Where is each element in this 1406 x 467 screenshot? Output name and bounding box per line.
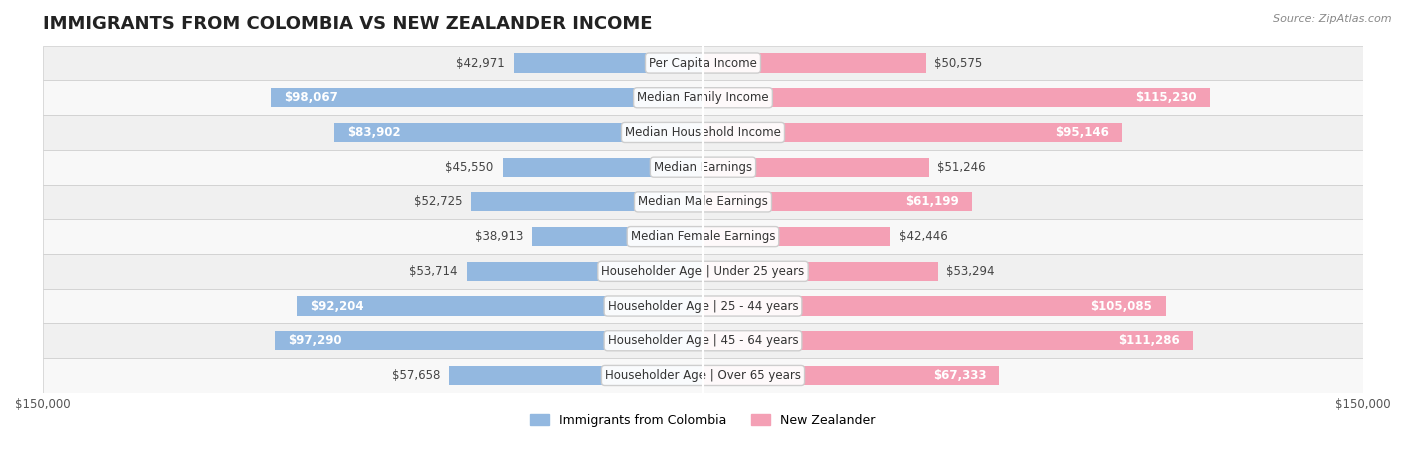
Bar [274, 331, 703, 350]
Text: $38,913: $38,913 [475, 230, 523, 243]
Text: Source: ZipAtlas.com: Source: ZipAtlas.com [1274, 14, 1392, 24]
Text: $111,286: $111,286 [1118, 334, 1180, 347]
Text: $53,714: $53,714 [409, 265, 458, 278]
Text: Median Female Earnings: Median Female Earnings [631, 230, 775, 243]
Bar [703, 88, 1211, 107]
Bar [703, 54, 925, 72]
FancyBboxPatch shape [42, 150, 1364, 184]
Bar [467, 262, 703, 281]
Text: $67,333: $67,333 [932, 369, 986, 382]
Text: Median Household Income: Median Household Income [626, 126, 780, 139]
Text: $115,230: $115,230 [1135, 91, 1197, 104]
Text: Householder Age | 45 - 64 years: Householder Age | 45 - 64 years [607, 334, 799, 347]
Text: $51,246: $51,246 [938, 161, 986, 174]
Bar [703, 158, 928, 177]
FancyBboxPatch shape [42, 115, 1364, 150]
FancyBboxPatch shape [42, 254, 1364, 289]
Bar [297, 297, 703, 316]
Bar [513, 54, 703, 72]
Bar [502, 158, 703, 177]
FancyBboxPatch shape [42, 289, 1364, 323]
Bar [271, 88, 703, 107]
Text: Median Male Earnings: Median Male Earnings [638, 195, 768, 208]
Text: $45,550: $45,550 [446, 161, 494, 174]
Text: $95,146: $95,146 [1054, 126, 1108, 139]
Bar [703, 331, 1192, 350]
Text: $83,902: $83,902 [347, 126, 401, 139]
Text: Median Family Income: Median Family Income [637, 91, 769, 104]
Text: Householder Age | Under 25 years: Householder Age | Under 25 years [602, 265, 804, 278]
Bar [531, 227, 703, 246]
Bar [450, 366, 703, 385]
Bar [703, 262, 938, 281]
Text: $97,290: $97,290 [288, 334, 342, 347]
Text: $50,575: $50,575 [935, 57, 983, 70]
Text: $57,658: $57,658 [392, 369, 440, 382]
FancyBboxPatch shape [42, 219, 1364, 254]
FancyBboxPatch shape [42, 46, 1364, 80]
FancyBboxPatch shape [42, 323, 1364, 358]
Bar [471, 192, 703, 212]
Text: $42,971: $42,971 [457, 57, 505, 70]
Text: $52,725: $52,725 [413, 195, 463, 208]
Text: $98,067: $98,067 [284, 91, 339, 104]
Text: $92,204: $92,204 [311, 299, 364, 312]
Text: Householder Age | 25 - 44 years: Householder Age | 25 - 44 years [607, 299, 799, 312]
FancyBboxPatch shape [42, 358, 1364, 393]
Text: $105,085: $105,085 [1091, 299, 1153, 312]
Bar [703, 297, 1166, 316]
Text: IMMIGRANTS FROM COLOMBIA VS NEW ZEALANDER INCOME: IMMIGRANTS FROM COLOMBIA VS NEW ZEALANDE… [42, 15, 652, 33]
Bar [703, 366, 1000, 385]
Text: $42,446: $42,446 [898, 230, 948, 243]
Text: $53,294: $53,294 [946, 265, 995, 278]
Text: Median Earnings: Median Earnings [654, 161, 752, 174]
Bar [703, 123, 1122, 142]
Legend: Immigrants from Colombia, New Zealander: Immigrants from Colombia, New Zealander [526, 409, 880, 432]
Bar [703, 227, 890, 246]
Bar [703, 192, 973, 212]
Text: Per Capita Income: Per Capita Income [650, 57, 756, 70]
FancyBboxPatch shape [42, 184, 1364, 219]
Text: Householder Age | Over 65 years: Householder Age | Over 65 years [605, 369, 801, 382]
Text: $61,199: $61,199 [905, 195, 959, 208]
Bar [333, 123, 703, 142]
FancyBboxPatch shape [42, 80, 1364, 115]
